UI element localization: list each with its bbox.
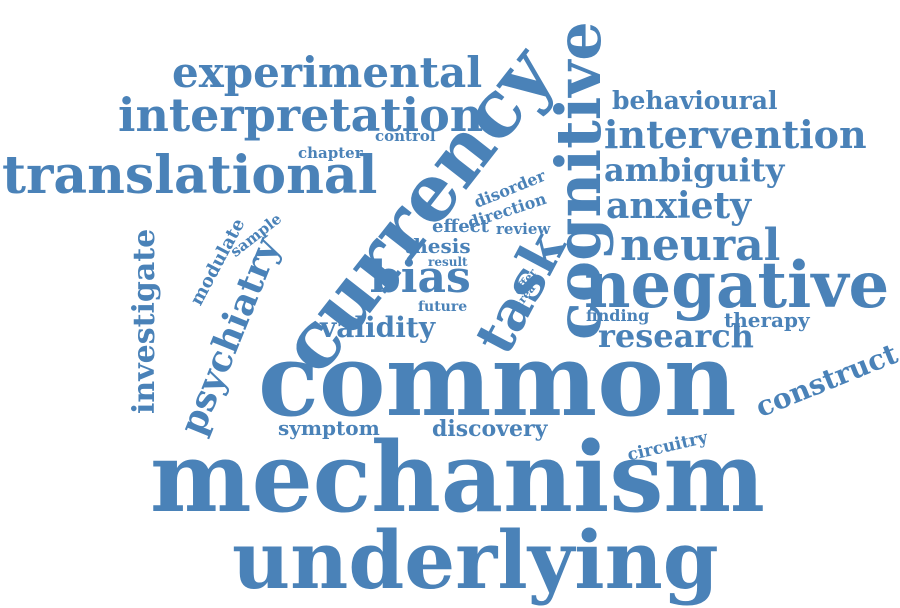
word-translational: translational (2, 145, 378, 206)
word-cognitive: cognitive (542, 21, 615, 340)
word-control: control (375, 127, 436, 145)
word-result: result (428, 255, 468, 269)
word-effect: effect (432, 216, 489, 237)
word-neural: neural (620, 220, 781, 271)
word-construct: construct (750, 337, 900, 424)
word-finding: finding (586, 306, 650, 325)
word-negative: negative (584, 248, 890, 323)
word-interpretation: interpretation (118, 88, 484, 142)
word-thesis: thesis (404, 234, 471, 258)
word-review: review (496, 220, 551, 238)
word-experimental: experimental (172, 48, 483, 97)
word-bias: bias (370, 252, 471, 303)
word-behavioural: behavioural (612, 86, 778, 115)
word-anxiety: anxiety (606, 185, 752, 227)
word-mechanism: mechanism (150, 421, 765, 534)
word-intervention: intervention (604, 112, 867, 157)
word-ambiguity: ambiguity (604, 151, 785, 189)
word-chapter: chapter (298, 144, 363, 162)
word-validity: validity (320, 311, 436, 344)
word-research: research (598, 317, 754, 355)
word-therapy: therapy (724, 308, 810, 332)
word-future: future (418, 299, 468, 315)
word-discovery: discovery (432, 416, 548, 442)
word-investigate: investigate (127, 228, 162, 414)
word-symptom: symptom (278, 416, 380, 440)
word-common: common (258, 321, 737, 439)
word-underlying: underlying (232, 513, 719, 607)
